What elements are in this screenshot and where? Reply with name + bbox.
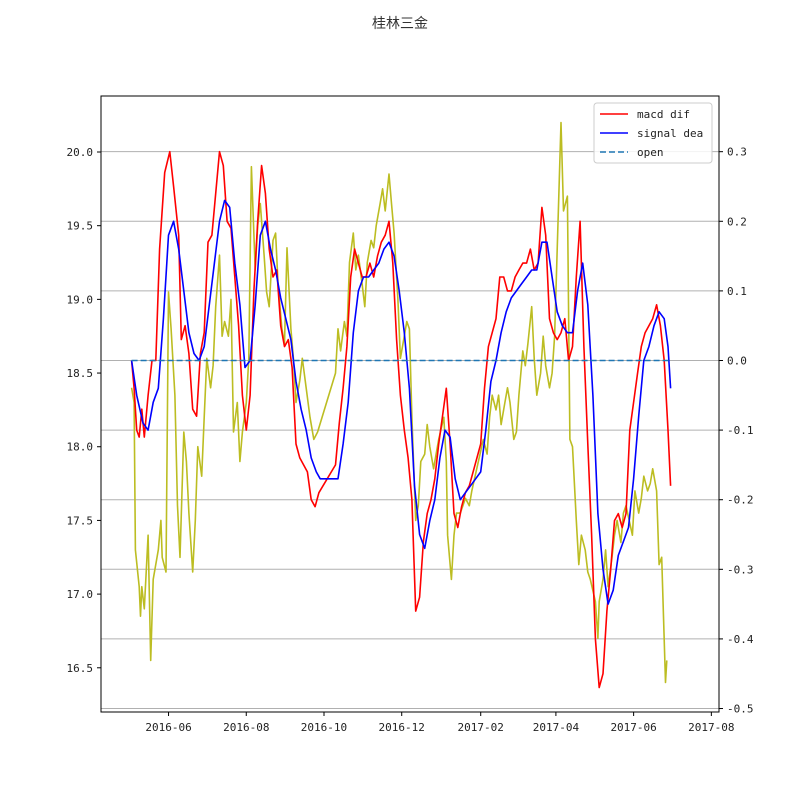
right-tick-label: 0.3 (727, 146, 747, 159)
x-tick-label: 2017-08 (688, 721, 734, 734)
legend-label: signal dea (637, 127, 703, 140)
left-tick-label: 17.0 (67, 588, 94, 601)
left-tick-label: 20.0 (67, 146, 94, 159)
series-line-open-left (130, 121, 668, 684)
legend-label: open (637, 146, 664, 159)
right-tick-label: 0.0 (727, 354, 747, 367)
series-line-macd-dif-right (130, 150, 672, 689)
legend-label: macd dif (637, 108, 690, 121)
x-tick-label: 2016-10 (301, 721, 347, 734)
right-tick-label: -0.3 (727, 563, 754, 576)
x-tick-label: 2016-12 (379, 721, 425, 734)
legend-box (593, 102, 713, 164)
right-tick-label: -0.1 (727, 424, 754, 437)
x-tick-label: 2016-08 (223, 721, 269, 734)
left-tick-label: 19.5 (67, 220, 94, 233)
series-group (130, 121, 672, 689)
right-tick-label: 0.2 (727, 215, 747, 228)
left-tick-label: 19.0 (67, 293, 94, 306)
chart-title: 桂林三金 (372, 16, 428, 32)
y-axis-right: -0.5 -0.4 -0.3 -0.2 -0.1 0.0 0.1 0.2 0.3 (719, 146, 754, 716)
left-tick-label: 16.5 (67, 662, 94, 675)
legend: macd dif signal dea open (593, 102, 713, 164)
left-tick-label: 17.5 (67, 514, 94, 527)
x-tick-label: 2016-06 (145, 721, 191, 734)
right-tick-label: -0.2 (727, 494, 754, 507)
x-tick-label: 2017-04 (533, 721, 580, 734)
right-tick-label: -0.4 (727, 633, 754, 646)
x-tick-label: 2017-02 (458, 721, 504, 734)
x-axis: 2016-06 2016-08 2016-10 2016-12 2017-02 2017-… (145, 712, 735, 734)
y-axis-left: 16.5 17.0 17.5 18.0 18.5 19.0 19.5 20.0 (67, 146, 101, 675)
x-tick-label: 2017-06 (610, 721, 656, 734)
left-tick-label: 18.5 (67, 367, 94, 380)
plot-frame (100, 95, 720, 713)
left-tick-label: 18.0 (67, 441, 94, 454)
right-tick-label: 0.1 (727, 285, 747, 298)
right-tick-label: -0.5 (727, 703, 754, 716)
